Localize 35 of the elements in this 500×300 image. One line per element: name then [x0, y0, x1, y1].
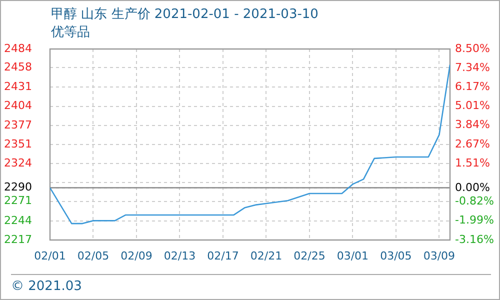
x-tick-label: 03/05 — [380, 249, 412, 262]
y-tick-label: 2377 — [4, 118, 32, 132]
x-tick-label: 02/05 — [77, 249, 110, 262]
y-tick-label: 2431 — [4, 80, 32, 94]
y-tick-label: 2324 — [4, 156, 32, 170]
y2-tick-label: 5.01% — [455, 99, 490, 112]
y-tick-label: 2271 — [4, 194, 32, 208]
y2-tick-label: 6.17% — [455, 80, 490, 94]
chart-title: 甲醇 山东 生产价 2021-02-01 - 2021-03-10 — [51, 6, 318, 23]
x-tick-label: 02/21 — [250, 249, 282, 262]
y2-tick-label: 0.00% — [455, 181, 490, 194]
y2-tick-label: -0.82% — [455, 194, 494, 208]
text: © 2021.03 — [11, 279, 82, 294]
y-tick-label: 2458 — [4, 60, 32, 74]
x-tick-label: 03/09 — [423, 249, 456, 262]
y2-tick-label: -1.99% — [455, 214, 494, 227]
x-tick-label: 02/13 — [164, 249, 196, 262]
x-tick-label: 02/17 — [207, 249, 239, 262]
y2-tick-label: 8.50% — [455, 42, 490, 55]
y-tick-label: 2217 — [4, 232, 32, 246]
y-tick-label: 2290 — [4, 180, 32, 194]
x-tick-label: 03/01 — [336, 249, 369, 262]
y2-tick-label: 3.84% — [455, 118, 490, 132]
y-tick-label: 2351 — [4, 137, 32, 150]
y2-tick-label: 1.51% — [455, 156, 490, 170]
y-tick-label: 2404 — [4, 99, 32, 112]
x-tick-label: 02/25 — [294, 249, 326, 262]
y-tick-label: 2484 — [4, 42, 32, 55]
x-tick-label: 02/09 — [120, 249, 152, 262]
y2-tick-label: 2.67% — [455, 137, 490, 150]
y-tick-label: 2244 — [4, 214, 32, 227]
y2-tick-label: 7.34% — [455, 60, 490, 74]
y2-tick-label: -3.16% — [455, 232, 494, 246]
x-tick-label: 02/01 — [34, 249, 66, 262]
chart-subtitle: 优等品 — [51, 24, 90, 41]
